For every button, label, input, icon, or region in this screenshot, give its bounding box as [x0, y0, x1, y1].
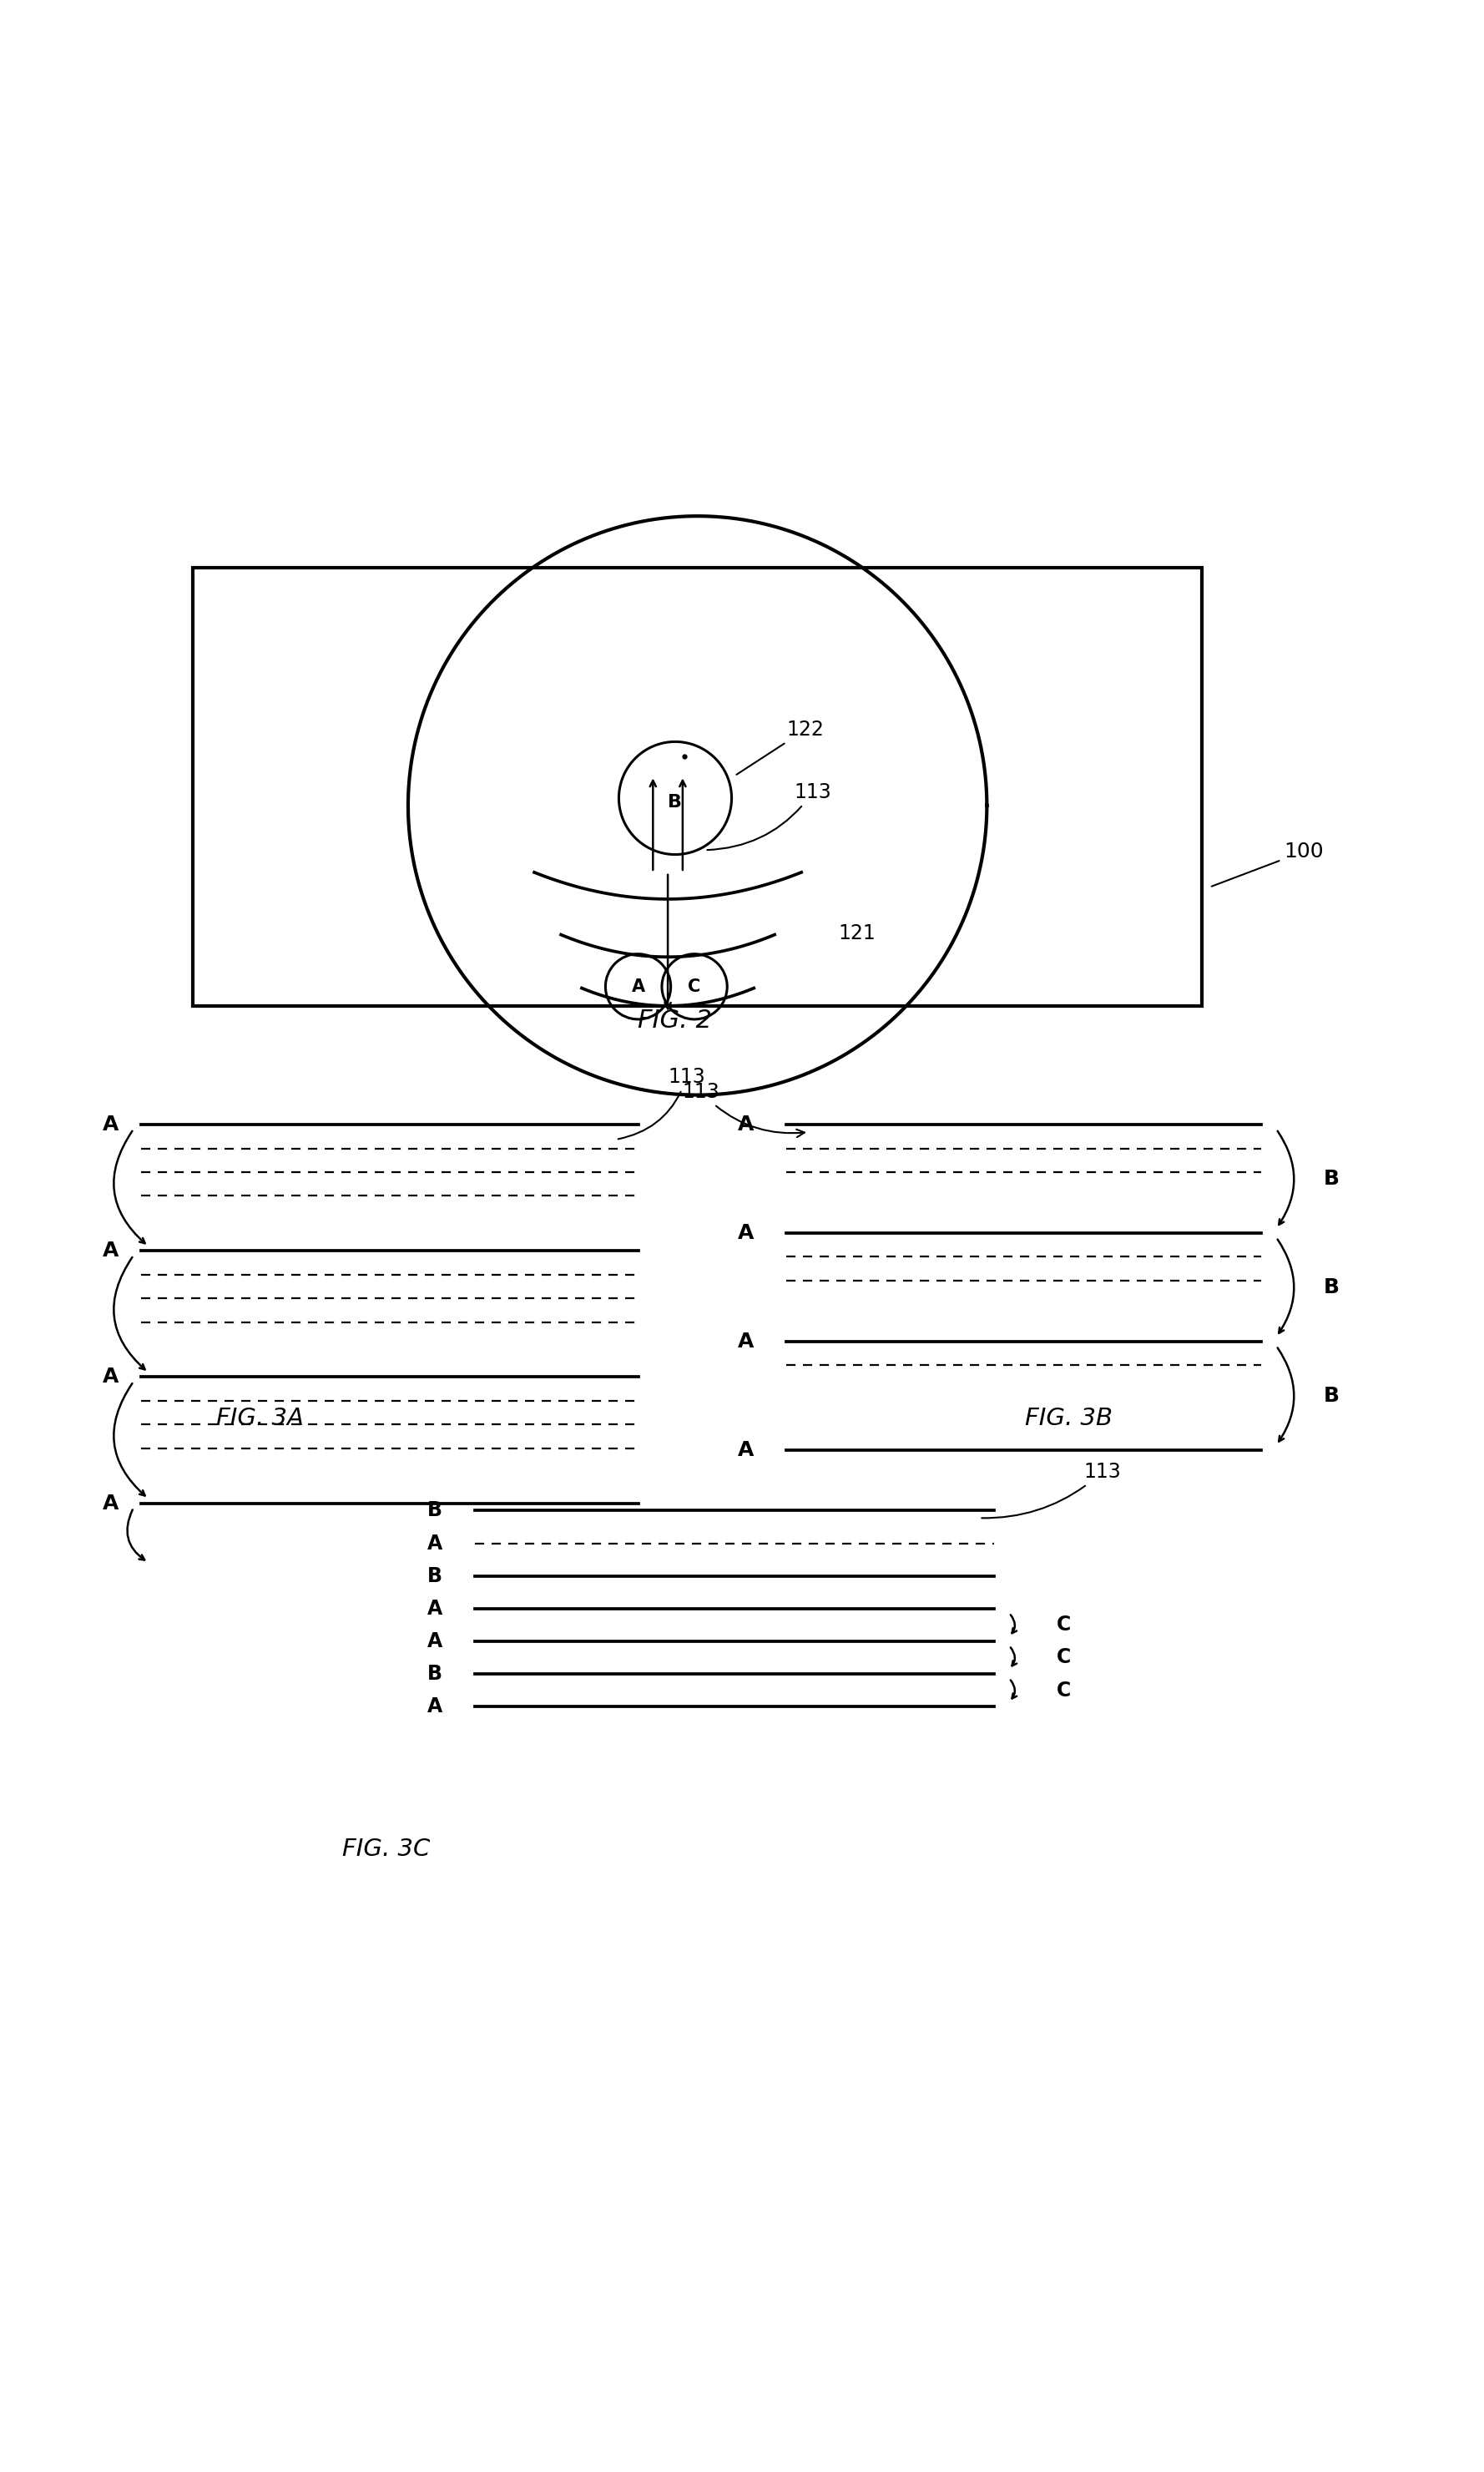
- Text: B: B: [668, 794, 683, 811]
- Text: A: A: [102, 1493, 119, 1513]
- Text: 100: 100: [1211, 840, 1324, 887]
- Text: A: A: [738, 1224, 754, 1243]
- Text: A: A: [427, 1599, 442, 1619]
- Text: B: B: [427, 1565, 442, 1587]
- Text: B: B: [1324, 1384, 1340, 1407]
- Text: A: A: [427, 1533, 442, 1552]
- Text: FIG. 3B: FIG. 3B: [1024, 1407, 1113, 1431]
- Text: A: A: [738, 1439, 754, 1461]
- Text: 113: 113: [982, 1461, 1120, 1518]
- Text: A: A: [102, 1241, 119, 1261]
- Text: B: B: [1324, 1169, 1340, 1189]
- Text: 122: 122: [736, 719, 824, 774]
- Text: C: C: [1057, 1681, 1071, 1701]
- Text: A: A: [102, 1115, 119, 1135]
- Text: FIG. 3A: FIG. 3A: [217, 1407, 303, 1431]
- Text: C: C: [689, 979, 700, 994]
- Text: 113: 113: [708, 781, 831, 850]
- Text: A: A: [427, 1632, 442, 1651]
- Text: C: C: [1057, 1646, 1071, 1669]
- Text: A: A: [631, 979, 646, 994]
- Text: A: A: [738, 1332, 754, 1352]
- Text: B: B: [427, 1501, 442, 1520]
- Text: 113: 113: [619, 1068, 705, 1140]
- Text: FIG. 3C: FIG. 3C: [341, 1837, 430, 1861]
- Text: FIG. 2: FIG. 2: [638, 1009, 712, 1033]
- Text: 113: 113: [683, 1083, 804, 1137]
- Text: C: C: [1057, 1614, 1071, 1634]
- Text: B: B: [1324, 1278, 1340, 1298]
- Text: A: A: [738, 1115, 754, 1135]
- Text: A: A: [102, 1367, 119, 1387]
- Text: 121: 121: [838, 922, 876, 944]
- Text: B: B: [427, 1664, 442, 1683]
- Bar: [193, 569, 1202, 1006]
- Text: A: A: [427, 1696, 442, 1716]
